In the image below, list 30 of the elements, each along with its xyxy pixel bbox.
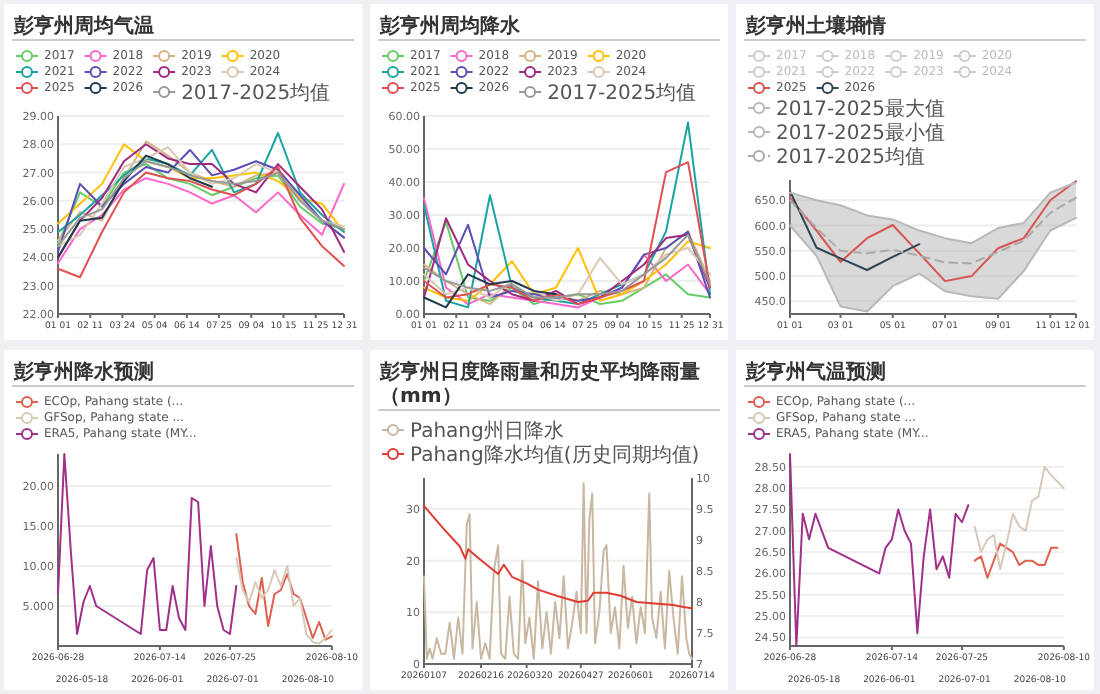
line-series: [57, 154, 213, 259]
line-series: [235, 533, 333, 641]
legend-label: Pahang州日降水: [410, 419, 564, 443]
chart-title: 彭亨州降水预测: [12, 360, 154, 384]
legend-label: 2017-2025均值: [776, 145, 926, 169]
line-series: [973, 465, 1065, 571]
line-series: [423, 121, 711, 309]
chart-title: 彭亨州气温预测: [744, 360, 886, 384]
line-series: [423, 273, 557, 309]
legend-label: 2017-2025最小值: [776, 121, 946, 145]
line-series: [57, 177, 345, 265]
line-series: [789, 196, 1077, 265]
line-series: [789, 190, 921, 271]
chart-title: 彭亨州周均降水: [378, 14, 522, 38]
line-series: [789, 180, 1077, 283]
line-series: [57, 453, 238, 635]
chart-title: 彭亨州周均气温: [12, 14, 154, 38]
legend-label: 2017-2025最大值: [776, 97, 946, 121]
line-series: [423, 482, 693, 660]
line-series: [973, 542, 1059, 579]
line-series: [423, 161, 711, 306]
line-series: [789, 181, 1077, 245]
chart-title: 彭亨州日度降雨量和历史平均降雨量（mm）: [378, 360, 700, 408]
legend-label: 2017-2025均值: [181, 81, 331, 105]
legend-label: Pahang降水均值(历史同期均值): [410, 443, 700, 467]
chart-title: 彭亨州土壤墒情: [744, 14, 886, 38]
legend-label: 2017-2025均值: [547, 81, 697, 105]
line-series: [235, 557, 333, 645]
line-series: [423, 504, 693, 610]
line-series: [57, 165, 345, 279]
